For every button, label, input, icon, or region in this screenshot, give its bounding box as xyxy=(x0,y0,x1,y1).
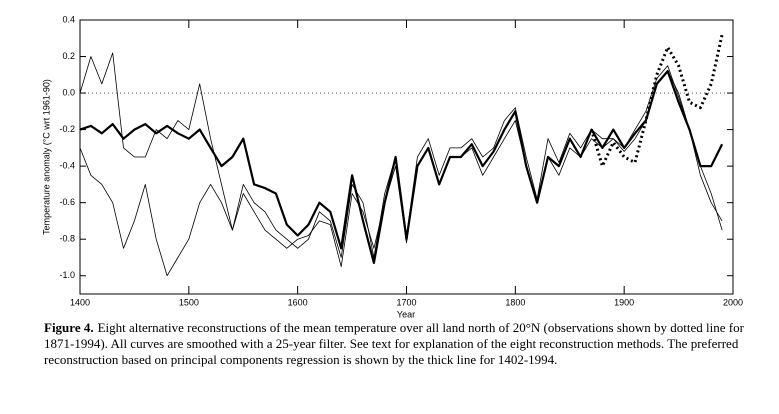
caption-label: Figure 4. xyxy=(44,320,94,335)
y-tick-label: 0.4 xyxy=(62,14,75,24)
y-tick-label: -0.6 xyxy=(59,197,75,207)
x-tick-label: 1800 xyxy=(505,297,525,307)
y-tick-label: -0.2 xyxy=(59,124,75,134)
y-tick-label: 0.0 xyxy=(62,87,75,97)
series-line xyxy=(79,70,724,264)
series-line xyxy=(590,34,724,168)
y-tick-label: -0.8 xyxy=(59,234,75,244)
y-axis-label: Temperature anomaly (°C wrt 1961-90) xyxy=(41,79,51,235)
chart: Year Temperature anomaly (°C wrt 1961-90… xyxy=(41,14,743,319)
series-line xyxy=(79,52,723,258)
y-tick-label: -0.4 xyxy=(59,161,75,171)
y-tick-label: -1.0 xyxy=(59,270,75,280)
plot-frame xyxy=(79,19,734,295)
x-tick-label: 1900 xyxy=(614,297,634,307)
x-tick-label: 1600 xyxy=(288,297,308,307)
x-tick-label: 1700 xyxy=(396,297,416,307)
caption: Figure 4. Eight alternative reconstructio… xyxy=(44,320,744,368)
x-tick-label: 1400 xyxy=(70,297,90,307)
x-axis-label: Year xyxy=(397,309,415,318)
y-tick-label: 0.2 xyxy=(62,51,75,61)
series-line xyxy=(79,70,723,277)
x-tick-label: 2000 xyxy=(723,297,743,307)
caption-text: Eight alternative reconstructions of the… xyxy=(44,320,744,367)
x-tick-label: 1500 xyxy=(179,297,199,307)
